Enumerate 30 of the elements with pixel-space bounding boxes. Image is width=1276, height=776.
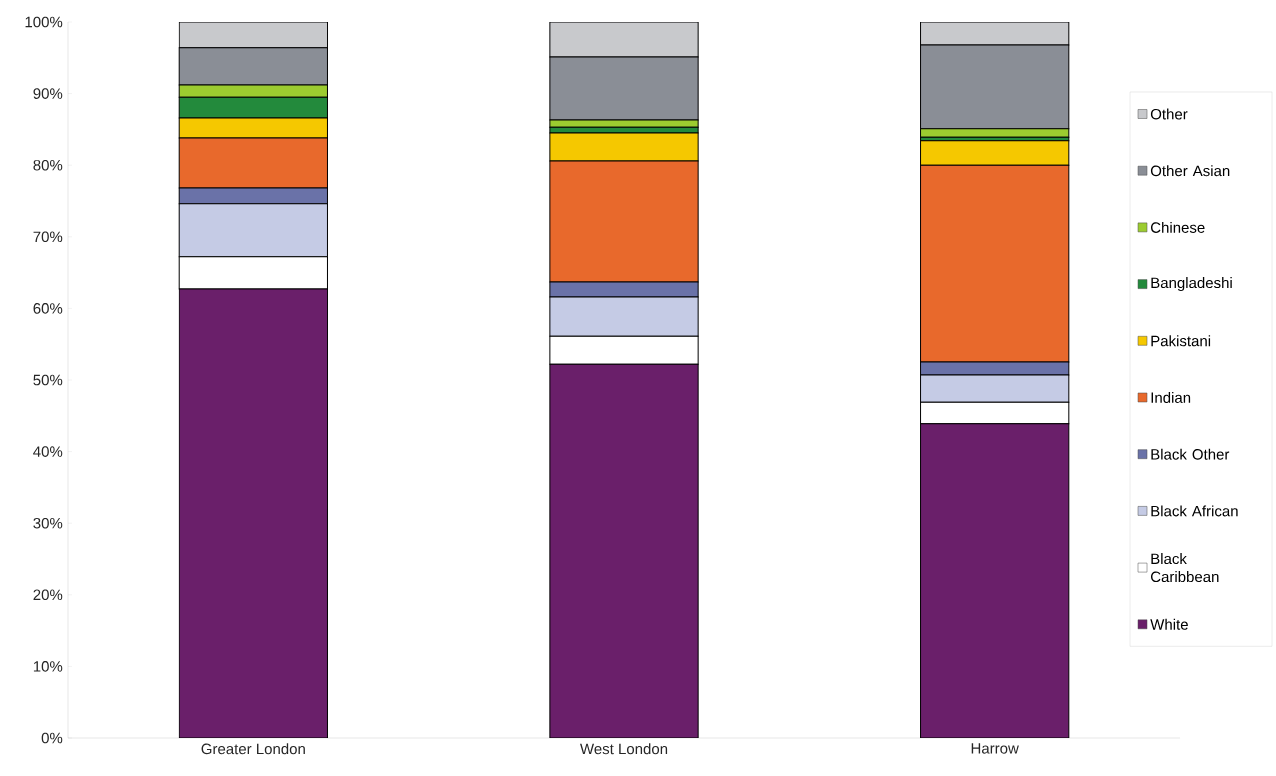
bar: [549, 363, 699, 738]
y-tick-label: 70%: [33, 231, 63, 243]
legend-label: Other: [1150, 108, 1188, 120]
bar: [178, 21, 328, 49]
legend-label: Other Asian: [1150, 165, 1230, 177]
x-tick-label: Greater London: [201, 743, 305, 755]
legend-label: Chinese: [1150, 221, 1205, 233]
legend-label: Pakistani: [1151, 335, 1211, 347]
y-tick-label: 30%: [33, 517, 63, 529]
legend-label: Black Other: [1151, 448, 1230, 460]
y-tick-label: 60%: [33, 303, 63, 314]
bar: [178, 288, 328, 738]
x-tick-label: Harrow: [971, 743, 1019, 754]
text: Black Caribbean: [1150, 553, 1219, 583]
y-tick-label: 20%: [33, 589, 63, 601]
y-tick-label: 50%: [33, 374, 63, 386]
y-tick-label: 40%: [33, 446, 63, 457]
legend-label: Bangladeshi: [1151, 277, 1232, 292]
y-tick-label: 0%: [41, 732, 63, 744]
legend-label: Black African: [1151, 505, 1238, 517]
y-tick-label: 10%: [33, 661, 63, 672]
y-tick-label: 100%: [25, 16, 63, 28]
legend-label: Indian: [1151, 391, 1191, 403]
y-tick-label: 90%: [33, 88, 63, 99]
bar: [920, 423, 1070, 738]
bar: [549, 21, 699, 58]
x-tick-label: West London: [580, 743, 668, 755]
bar: [920, 21, 1070, 46]
y-tick-label: 80%: [33, 159, 63, 171]
legend-label: White: [1150, 618, 1188, 630]
